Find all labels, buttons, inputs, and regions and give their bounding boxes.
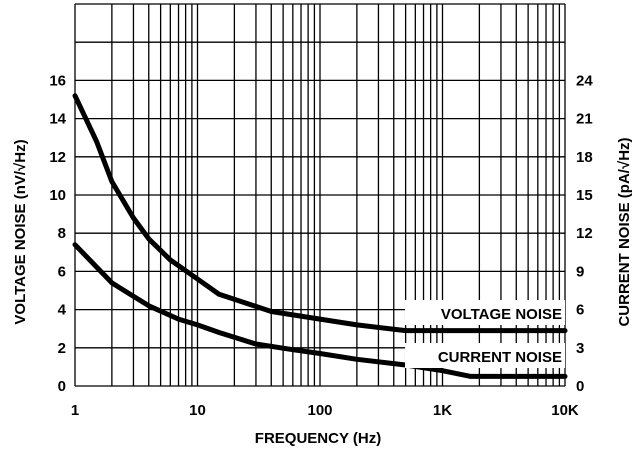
annotation-bg-voltage [405,300,565,325]
y-left-tick-label: 8 [58,225,66,242]
x-tick-label: 100 [307,402,332,419]
series-group [72,93,568,379]
y-right-tick-label: 21 [576,111,593,128]
x-axis-title: FREQUENCY (Hz) [255,430,381,447]
x-tick-label: 1 [71,402,79,419]
y-left-tick-label: 0 [58,378,66,395]
y-left-tick-label: 6 [58,263,66,280]
y-left-tick-label: 10 [49,187,66,204]
y-left-tick-label: 2 [58,340,66,357]
y-axis-title-right: CURRENT NOISE (pA/√Hz) [616,137,633,326]
annotation-voltage-noise: VOLTAGE NOISE [441,306,562,323]
x-tick-label: 10K [551,402,579,419]
y-axis-title-left: VOLTAGE NOISE (nV/√Hz) [12,139,29,324]
y-right-tick-label: 24 [576,72,593,89]
y-right-tick-label: 15 [576,187,593,204]
annotation-current-noise: CURRENT NOISE [438,349,562,366]
y-right-tick-label: 6 [576,302,584,319]
y-right-tick-label: 18 [576,149,593,166]
series-line-current-noise [72,242,568,379]
y-right-tick-label: 3 [576,340,584,357]
y-right-tick-label: 9 [576,263,584,280]
y-right-tick-label: 12 [576,225,593,242]
y-left-tick-label: 12 [49,149,66,166]
y-right-tick-label: 0 [576,378,584,395]
x-tick-label: 10 [189,402,206,419]
x-tick-label: 1K [433,402,452,419]
y-left-tick-label: 4 [58,302,67,319]
y-left-tick-label: 14 [49,111,66,128]
annotation-bg-current [405,343,565,368]
series-line-voltage-noise [72,93,568,334]
y-left-tick-label: 16 [49,72,66,89]
